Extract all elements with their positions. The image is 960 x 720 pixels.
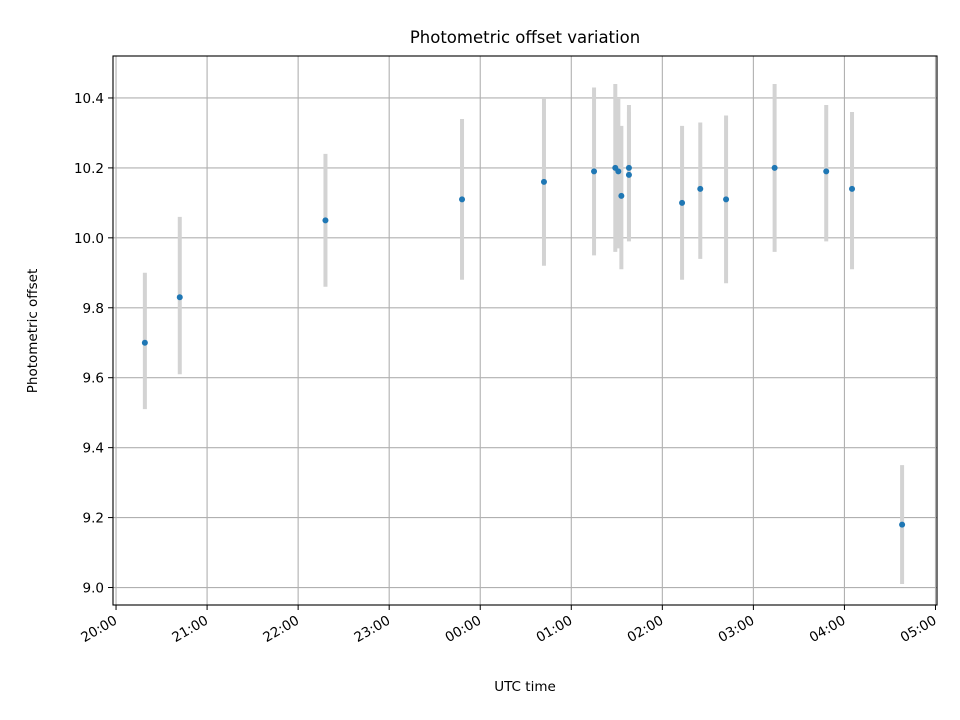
x-tick-label: 00:00 [443,613,485,646]
data-point [723,196,730,203]
data-points [141,164,906,528]
data-point [540,178,547,185]
plot-frame [112,55,938,606]
data-point [176,294,183,301]
data-point [697,185,704,192]
y-axis-ticks: 9.0 9.2 9.4 9.6 9.8 10.0 10.2 10.4 [74,91,113,597]
data-point [771,164,778,171]
x-tick-label: 22:00 [260,613,302,646]
data-point [459,196,466,203]
data-point [899,521,906,528]
data-point [625,164,632,171]
error-bars [142,83,905,585]
y-axis-label: Photometric offset [25,269,41,393]
y-tick-label: 9.2 [83,511,104,527]
data-point [591,168,598,175]
y-tick-label: 9.0 [83,581,104,597]
data-point [615,168,622,175]
data-point [322,217,329,224]
x-tick-label: 21:00 [169,613,211,646]
grid-layer [113,56,937,605]
y-tick-label: 10.0 [74,231,104,247]
y-tick-label: 9.8 [83,301,104,317]
x-tick-label: 02:00 [625,613,667,646]
data-point [679,199,686,206]
x-tick-label: 05:00 [898,613,940,646]
x-tick-label: 04:00 [807,613,849,646]
y-tick-label: 10.4 [74,91,104,107]
x-tick-label: 01:00 [534,613,576,646]
y-tick-label: 10.2 [74,161,104,177]
data-point [823,168,830,175]
data-point [849,185,856,192]
data-point [141,339,148,346]
chart-title: Photometric offset variation [410,28,640,47]
data-point [625,171,632,178]
x-axis-ticks: 20:00 21:00 22:00 23:00 00:00 01:00 02:00 03:00… [78,605,939,646]
x-tick-label: 20:00 [78,613,120,646]
x-tick-label: 23:00 [351,613,393,646]
data-point [618,192,625,199]
x-axis-label: UTC time [494,679,556,695]
y-tick-label: 9.6 [83,371,104,387]
y-tick-label: 9.4 [83,441,104,457]
x-tick-label: 03:00 [716,613,758,646]
